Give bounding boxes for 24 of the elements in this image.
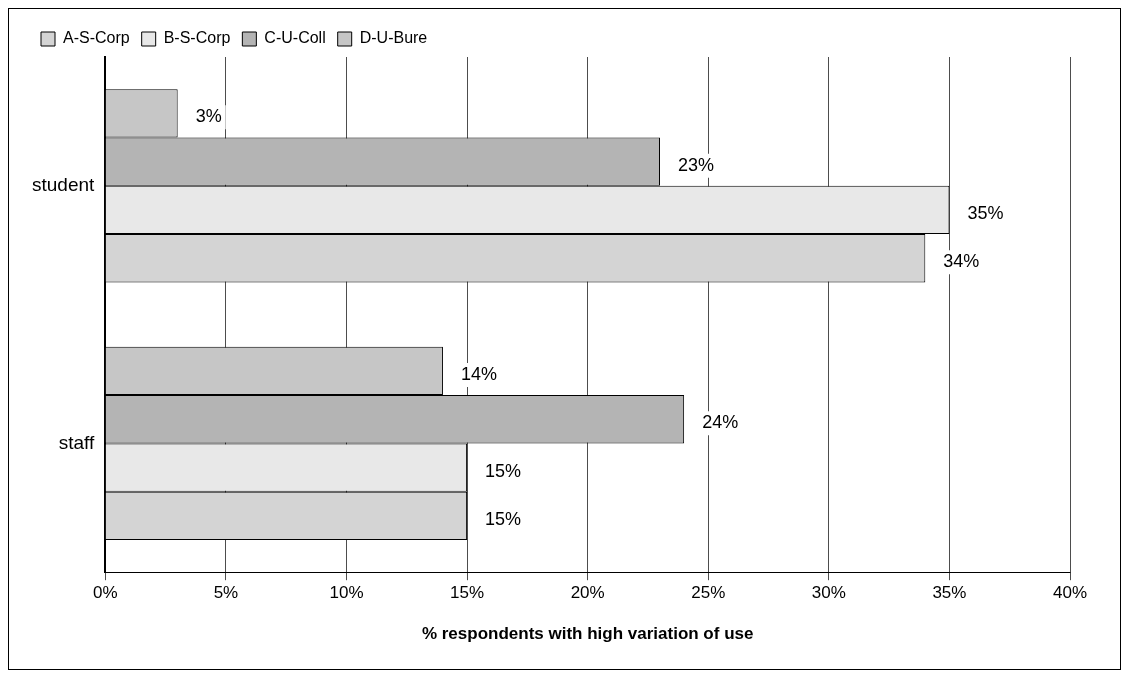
data-label: 24% <box>702 412 739 433</box>
data-label: 15% <box>485 508 522 529</box>
y-tick-label: staff <box>58 431 96 453</box>
data-label: 3% <box>195 106 222 127</box>
data-label: 35% <box>967 202 1004 223</box>
legend-label: A-S-Corp <box>63 29 130 47</box>
data-label: 23% <box>678 154 715 175</box>
legend-label: B-S-Corp <box>163 29 231 47</box>
x-axis-title: % respondents with high variation of use <box>421 624 754 644</box>
x-tick-label: 0% <box>93 583 118 603</box>
x-tick-label: 15% <box>450 583 485 603</box>
x-tick-label: 20% <box>570 583 605 603</box>
data-label: 14% <box>460 363 497 384</box>
data-label: 34% <box>943 251 980 272</box>
x-tick-label: 35% <box>932 583 967 603</box>
x-tick-label: 40% <box>1052 583 1088 603</box>
x-tick-label: 30% <box>811 583 846 603</box>
x-tick-label: 25% <box>691 583 726 603</box>
legend-label: C-U-Coll <box>264 29 326 47</box>
data-label: 15% <box>485 460 522 481</box>
legend-label: D-U-Bure <box>359 29 428 47</box>
x-tick-label: 10% <box>329 583 364 603</box>
x-tick-label: 5% <box>213 583 239 603</box>
y-tick-label: student <box>32 174 96 196</box>
